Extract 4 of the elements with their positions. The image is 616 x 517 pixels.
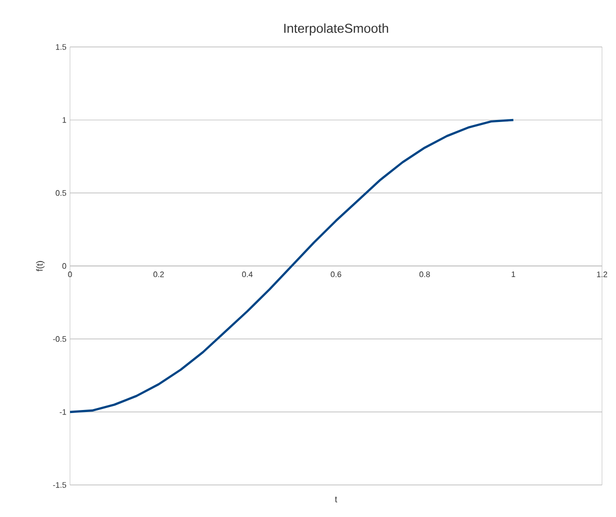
line-series — [70, 118, 514, 414]
chart-title: InterpolateSmooth — [284, 23, 388, 36]
y-axis-title: f(t) — [36, 261, 44, 272]
x-axis-title: t — [334, 496, 338, 502]
